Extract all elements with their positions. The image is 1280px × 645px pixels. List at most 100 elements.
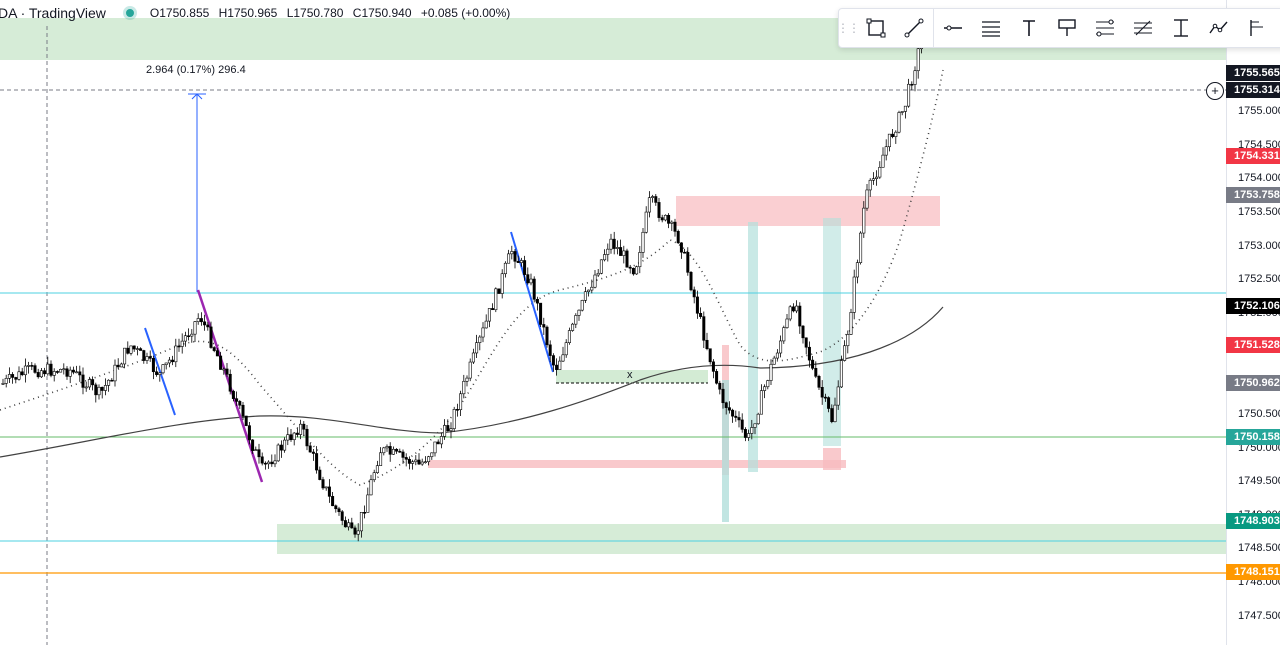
drag-handle-icon[interactable]: ⋮⋮: [837, 21, 860, 35]
fib-icon[interactable]: [1086, 9, 1124, 47]
text-icon[interactable]: [1010, 9, 1048, 47]
teal-vertical-bar-2[interactable]: [748, 222, 758, 472]
rectangle-icon[interactable]: [857, 9, 895, 47]
candle-body: [529, 278, 533, 284]
blue-trend-line-1[interactable]: [144, 327, 176, 416]
candle-body: [721, 388, 725, 404]
candle-body: [30, 365, 34, 367]
price-label-badge[interactable]: 1750.962: [1226, 374, 1280, 391]
candle-body: [580, 300, 584, 311]
add-alert-plus-icon[interactable]: +: [1206, 82, 1224, 100]
candle-body: [875, 176, 879, 179]
high-value: H1750.965: [218, 6, 278, 20]
candle-body: [100, 386, 104, 391]
price-range-icon[interactable]: [1162, 9, 1200, 47]
parallel-channel-icon[interactable]: [1124, 9, 1162, 47]
candle-body: [110, 379, 114, 382]
candle-body: [609, 238, 613, 250]
price-label-badge[interactable]: 1751.528: [1226, 336, 1280, 353]
candle-body: [228, 373, 232, 392]
candle-body: [129, 345, 133, 354]
candle-body: [78, 371, 82, 376]
candle-body: [71, 369, 75, 373]
candle-body: [385, 446, 389, 449]
price-label-badge[interactable]: 1750.158: [1226, 428, 1280, 445]
trend-line-icon[interactable]: [895, 9, 933, 47]
path-icon[interactable]: [1200, 9, 1238, 47]
blue-trend-line-2[interactable]: [510, 231, 554, 373]
candle-body: [782, 327, 786, 342]
price-label-badge[interactable]: 1754.331: [1226, 148, 1280, 165]
candle-body: [324, 486, 328, 489]
price-tick-label: 1753.500: [1238, 205, 1280, 218]
open-value: O1750.855: [149, 6, 210, 20]
candle-body: [187, 335, 191, 338]
candle-body: [363, 512, 367, 514]
candle-body: [753, 423, 757, 428]
price-label-badge[interactable]: 1755.314: [1226, 81, 1280, 98]
supply-zone[interactable]: [676, 196, 940, 226]
pink-vertical-bar-2[interactable]: [823, 448, 841, 470]
candle-body: [542, 324, 546, 328]
candle-body: [823, 396, 827, 399]
candle-body: [769, 363, 773, 381]
candle-body: [279, 444, 283, 451]
candle-body: [804, 337, 808, 348]
candle-body: [145, 356, 149, 361]
line-style-icon[interactable]: [972, 9, 1010, 47]
candle-body: [337, 508, 341, 513]
candle-body: [743, 429, 747, 438]
small-demand-zone[interactable]: [556, 370, 708, 383]
candle-body: [699, 312, 703, 317]
measure-arrowhead: [191, 93, 203, 100]
teal-vertical-bar-1[interactable]: [722, 380, 729, 522]
candle-body: [94, 384, 98, 396]
candle-body: [871, 178, 875, 181]
candle-body: [379, 452, 383, 466]
candle-body: [887, 133, 891, 148]
candle-body: [164, 362, 168, 365]
candle-body: [916, 48, 920, 72]
candle-body: [500, 273, 504, 294]
change-value: +0.085 (+0.00%): [420, 6, 511, 20]
price-tick-label: 1754.000: [1238, 172, 1280, 185]
price-label-badge[interactable]: 1755.565: [1226, 64, 1280, 81]
candle-body: [663, 214, 667, 221]
candle-body: [209, 326, 213, 348]
candle-body: [462, 380, 466, 395]
candle-body: [11, 374, 15, 378]
candle-body: [356, 530, 360, 535]
horizontal-ray-icon[interactable]: [934, 9, 972, 47]
candle-body: [628, 266, 632, 269]
candle-body: [775, 352, 779, 359]
candle-body: [862, 207, 866, 234]
candle-body: [606, 248, 610, 255]
candle-body: [283, 439, 287, 451]
candle-body: [516, 260, 520, 263]
symbol-title[interactable]: DA · TradingView: [0, 5, 106, 21]
price-label-badge[interactable]: 1752.106: [1226, 297, 1280, 314]
candle-body: [260, 456, 264, 464]
candle-body: [148, 356, 152, 359]
market-status-dot: [125, 9, 134, 17]
candle-body: [308, 445, 312, 453]
price-label-badge[interactable]: 1748.151: [1226, 563, 1280, 580]
pitchfork-icon[interactable]: [1238, 9, 1276, 47]
candle-body: [734, 415, 738, 418]
candle-body: [103, 385, 107, 391]
low-liquidity-line-zone[interactable]: [428, 460, 846, 468]
price-axis[interactable]: [1226, 0, 1280, 645]
candle-body: [811, 359, 815, 369]
candle-body: [433, 441, 437, 454]
bottom-demand-zone[interactable]: [277, 524, 1226, 554]
callout-icon[interactable]: [1048, 9, 1086, 47]
candle-body: [286, 434, 290, 441]
candle-body: [17, 371, 21, 380]
price-label-badge[interactable]: 1753.758: [1226, 186, 1280, 203]
candle-body: [852, 276, 856, 313]
candle-body: [231, 390, 235, 399]
teal-vertical-bar-3[interactable]: [823, 218, 841, 446]
candle-body: [251, 439, 255, 451]
price-label-badge[interactable]: 1748.903: [1226, 513, 1280, 530]
